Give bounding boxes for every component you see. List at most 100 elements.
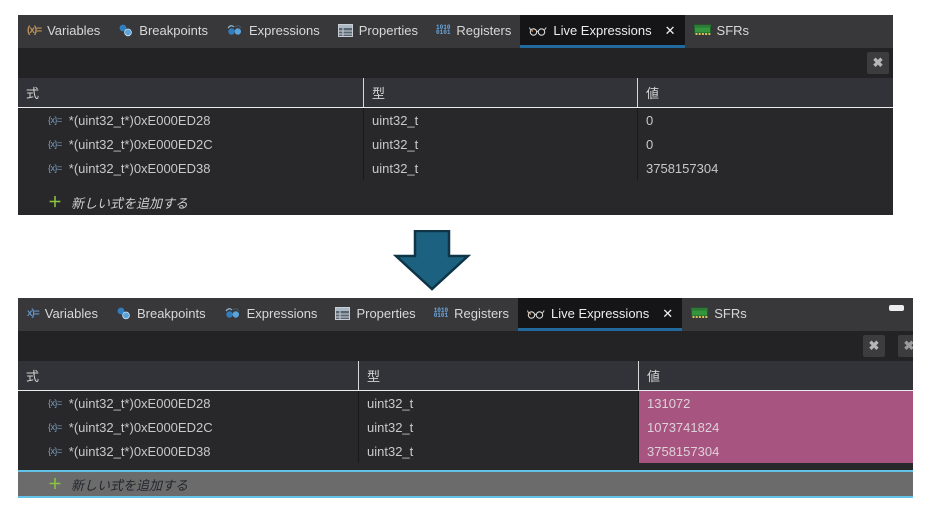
column-header-type[interactable]: 型 <box>358 361 638 390</box>
remove-all-expressions-button[interactable]: ✖ <box>898 335 913 357</box>
column-header-type[interactable]: 型 <box>363 78 637 107</box>
expression-icon: {x}= <box>48 163 62 173</box>
breakpoints-icon <box>118 23 133 37</box>
view-toolbar: ✖ <box>18 48 893 78</box>
sfrs-icon <box>691 307 709 319</box>
tab-label: Properties <box>356 305 416 321</box>
value-cell: 3758157304 <box>637 156 893 180</box>
table-header: 式 型 値 <box>18 361 913 391</box>
tab-label: Live Expressions <box>551 305 650 321</box>
tab-label: Variables <box>44 305 98 321</box>
type-cell: uint32_t <box>358 415 638 439</box>
column-header-value[interactable]: 値 <box>637 78 893 107</box>
tab-breakpoints[interactable]: Breakpoints <box>107 298 215 331</box>
expressions-icon <box>226 23 243 37</box>
expression-cell: {x}= *(uint32_t*)0xE000ED2C <box>18 132 363 156</box>
tab-breakpoints[interactable]: Breakpoints <box>109 15 217 48</box>
tab-label: Properties <box>358 22 419 38</box>
properties-icon <box>335 306 351 320</box>
type-cell: uint32_t <box>363 132 637 156</box>
tab-label: Breakpoints <box>139 22 208 38</box>
column-header-expression[interactable]: 式 <box>26 86 40 101</box>
column-header-value[interactable]: 値 <box>638 361 913 390</box>
tab-label: Variables <box>47 22 101 38</box>
expressions-table-body: {x}= *(uint32_t*)0xE000ED28 uint32_t 0 {x… <box>18 108 893 215</box>
expression-icon: {x}= <box>48 422 62 432</box>
tab-label: Registers <box>454 305 510 321</box>
expression-cell: {x}= *(uint32_t*)0xE000ED2C <box>18 415 358 439</box>
view-tab-bar: x)= Variables Breakpoints Expressions Pr… <box>18 298 913 331</box>
type-cell: uint32_t <box>363 156 637 180</box>
expression-text: *(uint32_t*)0xE000ED2C <box>68 419 213 435</box>
add-expression-row-selected[interactable]: ＋ 新しい式を追加する <box>18 470 913 498</box>
add-plus-icon: ＋ <box>48 194 62 210</box>
add-plus-icon: ＋ <box>48 476 62 492</box>
registers-icon: 1010 0101 <box>436 24 451 36</box>
tab-properties[interactable]: Properties <box>329 15 427 48</box>
variables-icon: x)= <box>27 307 40 319</box>
expressions-icon <box>224 306 241 320</box>
value-cell-changed: 3758157304 <box>638 439 913 463</box>
type-cell: uint32_t <box>358 391 638 415</box>
close-tab-icon[interactable]: ✕ <box>662 305 674 321</box>
tab-label: Breakpoints <box>136 305 206 321</box>
value-cell-changed: 131072 <box>638 391 913 415</box>
view-tab-bar: (x)= Variables Breakpoints Expressions P… <box>18 15 893 48</box>
table-row[interactable]: {x}= *(uint32_t*)0xE000ED38 uint32_t 3758… <box>18 439 913 463</box>
tab-variables[interactable]: (x)= Variables <box>18 15 109 48</box>
table-row[interactable]: {x}= *(uint32_t*)0xE000ED28 uint32_t 1310… <box>18 391 913 415</box>
expression-icon: {x}= <box>48 115 62 125</box>
live-expressions-icon <box>529 24 547 37</box>
tab-sfrs[interactable]: SFRs <box>682 298 756 331</box>
value-cell-changed: 1073741824 <box>638 415 913 439</box>
tab-live-expressions[interactable]: Live Expressions ✕ <box>520 15 685 48</box>
expression-icon: {x}= <box>48 398 62 408</box>
value-cell: 0 <box>637 108 893 132</box>
tab-properties[interactable]: Properties <box>326 298 424 331</box>
sfrs-icon <box>693 24 711 36</box>
expression-icon: {x}= <box>48 446 62 456</box>
tab-label: Expressions <box>246 305 318 321</box>
tab-variables[interactable]: x)= Variables <box>18 298 107 331</box>
transition-arrow-down <box>389 230 475 292</box>
tab-expressions[interactable]: Expressions <box>215 298 327 331</box>
column-header-expression[interactable]: 式 <box>26 369 40 384</box>
tab-label: Live Expressions <box>553 22 652 38</box>
add-expression-row[interactable]: ＋ 新しい式を追加する <box>18 189 893 215</box>
add-expression-label: 新しい式を追加する <box>71 195 189 211</box>
table-row[interactable]: {x}= *(uint32_t*)0xE000ED2C uint32_t 0 <box>18 132 893 156</box>
value-cell: 0 <box>637 132 893 156</box>
tab-sfrs[interactable]: SFRs <box>685 15 759 48</box>
tab-live-expressions[interactable]: Live Expressions ✕ <box>518 298 683 331</box>
live-expressions-icon <box>527 307 545 320</box>
registers-icon: 1010 0101 <box>433 307 449 319</box>
minimize-view-icon[interactable] <box>889 305 904 311</box>
table-row[interactable]: {x}= *(uint32_t*)0xE000ED28 uint32_t 0 <box>18 108 893 132</box>
add-expression-label: 新しい式を追加する <box>71 477 189 493</box>
expression-cell: {x}= *(uint32_t*)0xE000ED28 <box>18 391 358 415</box>
debug-view-panel-after: x)= Variables Breakpoints Expressions Pr… <box>18 298 913 498</box>
remove-expression-button[interactable]: ✖ <box>867 52 889 74</box>
tab-registers[interactable]: 1010 0101 Registers <box>425 298 518 331</box>
tab-label: Registers <box>456 22 512 38</box>
remove-expression-button[interactable]: ✖ <box>863 335 885 357</box>
expression-cell: {x}= *(uint32_t*)0xE000ED38 <box>18 156 363 180</box>
tab-expressions[interactable]: Expressions <box>217 15 329 48</box>
table-row[interactable]: {x}= *(uint32_t*)0xE000ED38 uint32_t 3758… <box>18 156 893 180</box>
table-header: 式 型 値 <box>18 78 893 108</box>
expression-cell: {x}= *(uint32_t*)0xE000ED38 <box>18 439 358 463</box>
expression-text: *(uint32_t*)0xE000ED2C <box>68 136 213 152</box>
expression-icon: {x}= <box>48 139 62 149</box>
variables-icon: (x)= <box>27 24 42 36</box>
view-toolbar: ✖ ✖ <box>18 331 913 361</box>
expression-text: *(uint32_t*)0xE000ED28 <box>68 395 211 411</box>
close-tab-icon[interactable]: ✕ <box>664 22 676 38</box>
type-cell: uint32_t <box>358 439 638 463</box>
debug-view-panel-before: (x)= Variables Breakpoints Expressions P… <box>18 15 893 215</box>
tab-label: Expressions <box>248 22 320 38</box>
expression-text: *(uint32_t*)0xE000ED38 <box>68 160 211 176</box>
expression-cell: {x}= *(uint32_t*)0xE000ED28 <box>18 108 363 132</box>
tab-registers[interactable]: 1010 0101 Registers <box>427 15 520 48</box>
type-cell: uint32_t <box>363 108 637 132</box>
table-row[interactable]: {x}= *(uint32_t*)0xE000ED2C uint32_t 1073… <box>18 415 913 439</box>
